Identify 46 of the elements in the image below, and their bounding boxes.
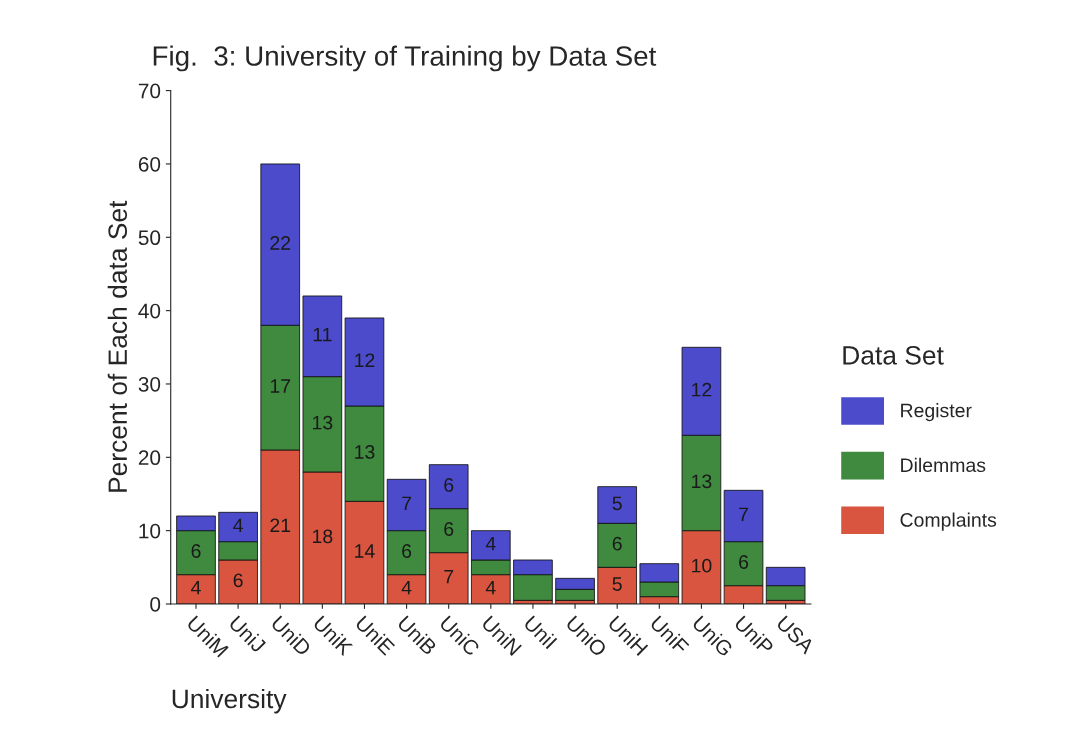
data-label: 17: [270, 379, 291, 393]
y-tick-label: 70: [138, 83, 161, 99]
data-label: 11: [313, 327, 332, 342]
data-label: 13: [692, 474, 712, 489]
data-label: 10: [692, 558, 712, 573]
data-label: 6: [191, 544, 201, 558]
data-label: 5: [612, 496, 622, 511]
y-tick-label: 40: [138, 303, 161, 319]
data-label: 4: [485, 536, 496, 551]
data-label: 7: [739, 507, 748, 522]
chart-title: Fig. 3: University of Training by Data Set: [153, 45, 657, 72]
data-label: 6: [739, 555, 749, 569]
x-tick-label: UniP: [733, 614, 775, 656]
x-axis-title: University: [172, 688, 287, 714]
data-label: 12: [692, 382, 712, 397]
data-label: 21: [270, 518, 291, 533]
data-label: 4: [485, 580, 496, 595]
data-label: 13: [313, 415, 333, 430]
y-tick-label: 50: [138, 230, 161, 246]
data-label: 7: [444, 569, 454, 584]
y-axis-title: Percent of Each data Set: [107, 200, 128, 492]
legend-label: Complaints: [900, 512, 997, 531]
data-label: 13: [355, 445, 375, 459]
y-tick-label: 0: [150, 597, 161, 612]
legend-title: Data Set: [843, 346, 944, 365]
y-tick-label: 20: [138, 450, 161, 466]
data-label: 6: [402, 544, 412, 558]
data-label: 18: [313, 529, 333, 544]
data-label: 7: [402, 496, 412, 511]
data-label: 5: [612, 577, 622, 591]
legend-label: Register: [901, 403, 972, 422]
data-label: 4: [191, 580, 201, 595]
data-label: 6: [444, 478, 454, 492]
data-label: 4: [401, 580, 412, 595]
legend-label: Dilemmas: [901, 457, 986, 473]
data-label: 12: [355, 353, 375, 367]
data-label: 6: [444, 522, 454, 536]
y-tick-label: 10: [139, 523, 161, 539]
y-tick-label: 60: [138, 156, 161, 172]
x-tick-label: UniI: [523, 614, 558, 650]
y-tick-label: 30: [138, 376, 161, 392]
data-label: 14: [355, 544, 375, 558]
data-label: 22: [270, 236, 291, 250]
data-label: 6: [612, 536, 622, 551]
data-label: 4: [233, 518, 243, 533]
data-label: 6: [233, 573, 243, 588]
